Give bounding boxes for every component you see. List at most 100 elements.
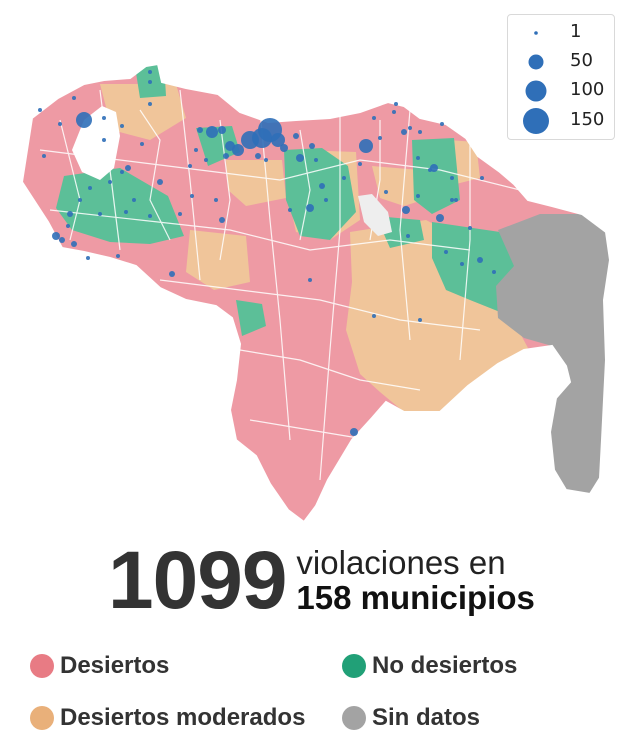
violation-bubble [102,138,106,142]
size-legend-label-50: 50 [570,50,593,71]
violation-bubble [372,314,376,318]
violation-bubble [401,129,407,135]
violation-bubble [76,112,92,128]
violation-bubble [58,122,62,126]
size-legend: 1 50 100 150 [507,14,615,140]
violation-bubble [86,256,90,260]
violation-bubble [190,194,194,198]
violation-bubble [148,214,152,218]
violations-count: 1099 [108,535,287,626]
violation-bubble [480,176,484,180]
violation-bubble [214,198,218,202]
headline: 1099 violaciones en 158 municipios [108,536,535,626]
legend-item-sin-datos: Sin datos [342,704,480,732]
violation-bubble [148,102,152,106]
size-legend-circle-1 [534,31,538,35]
violation-bubble [378,136,382,140]
violation-bubble [416,156,420,160]
violation-bubble [350,428,358,436]
violation-bubble [218,126,226,134]
size-legend-circle-100 [525,80,547,102]
violation-bubble [402,206,410,214]
legend-label-desiertos-moderados: Desiertos moderados [60,704,306,731]
violation-bubble [436,214,444,222]
legend-dot-desiertos [30,654,54,678]
violation-bubble [88,186,92,190]
violation-bubble [264,158,268,162]
venezuela-map [21,63,611,523]
legend-item-desiertos: Desiertos [30,652,169,680]
violation-bubble [169,271,175,277]
violation-bubble [59,237,65,243]
size-legend-label-100: 100 [570,79,605,100]
violation-bubble [477,257,483,263]
violation-bubble [108,180,112,184]
violation-bubble [188,164,192,168]
violation-bubble [72,96,76,100]
violation-bubble [450,198,454,202]
violation-bubble [440,122,444,126]
violation-bubble [98,212,102,216]
violation-bubble [66,224,70,228]
size-legend-circle-150 [523,108,549,134]
violation-bubble [454,198,458,202]
legend-item-desiertos-moderados: Desiertos moderados [30,704,305,732]
size-legend-circle-50 [528,54,544,70]
violation-bubble [384,190,388,194]
violation-bubble [358,162,362,166]
violation-bubble [102,116,106,120]
headline-line2: 158 municipios [296,579,535,616]
violation-bubble [42,154,46,158]
violation-bubble [392,110,396,114]
violation-bubble [255,153,261,159]
violation-bubble [293,133,299,139]
violation-bubble [492,270,496,274]
violation-bubble [125,165,131,171]
headline-line1: violaciones en [296,544,506,582]
violation-bubble [418,130,422,134]
violation-bubble [194,148,198,152]
violation-bubble [223,153,229,159]
region-nodesierto-center [284,148,356,240]
violation-bubble [308,278,312,282]
violation-bubble [416,194,420,198]
violation-bubble [418,318,422,322]
legend-dot-desiertos-moderados [30,706,54,730]
violation-bubble [219,217,225,223]
violation-bubble [204,158,208,162]
region-nodesierto-south [236,300,266,336]
violation-bubble [314,158,318,162]
violation-bubble [288,208,292,212]
violation-bubble [148,70,152,74]
legend-item-no-desiertos: No desiertos [342,652,517,680]
region-sin-datos [496,214,610,494]
violation-bubble [132,198,136,202]
violation-bubble [157,179,163,185]
violation-bubble [306,204,314,212]
violation-bubble [67,211,73,217]
violation-bubble [296,154,304,162]
violation-bubble [271,133,285,147]
violation-bubble [430,164,438,172]
violation-bubble [372,116,376,120]
violation-bubble [450,176,454,180]
size-legend-label-150: 150 [570,109,605,130]
violation-bubble [120,170,124,174]
legend-dot-no-desiertos [342,654,366,678]
violation-bubble [468,226,472,230]
bubble-layer [38,70,496,436]
violation-bubble [52,232,60,240]
reservoir [358,194,392,236]
legend-label-sin-datos: Sin datos [372,704,481,731]
legend-label-desiertos: Desiertos [60,652,170,679]
region-moderado-plains [186,230,250,290]
violation-bubble [78,198,82,202]
violation-bubble [342,176,346,180]
violation-bubble [232,144,244,156]
violation-bubble [140,142,144,146]
violation-bubble [38,108,42,112]
violation-bubble [359,139,373,153]
violation-bubble [324,198,328,202]
region-moderado-bolivar [346,220,528,412]
violation-bubble [71,241,77,247]
